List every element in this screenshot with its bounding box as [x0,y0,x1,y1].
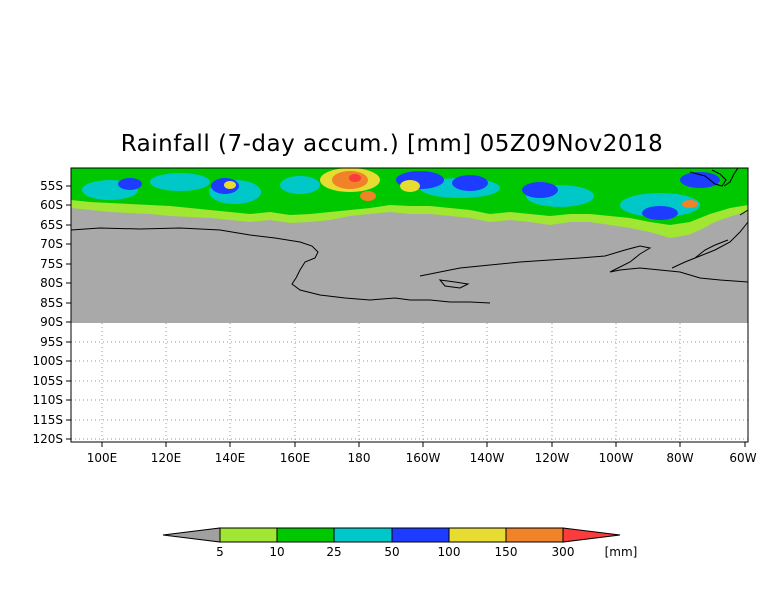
coastline [71,168,748,304]
colorbar-bin [505,527,564,543]
lat-label: 110S [32,393,63,407]
colorbar-right-arrow [562,527,621,543]
colorbar-left-arrow [162,527,221,543]
lat-label: 80S [40,276,63,290]
lon-label: 160W [406,451,441,465]
rainfall-field [71,168,748,238]
latitude-labels: 55S 60S 65S 70S 75S 80S 85S 90S 95S 100S… [32,179,63,446]
lon-label: 140W [470,451,505,465]
colorbar-bin [333,527,393,543]
latitude-ticks [66,185,71,440]
colorbar-label: 50 [384,545,399,559]
lon-label: 100E [87,451,118,465]
lon-label: 140E [215,451,246,465]
colorbar-label: 5 [216,545,224,559]
colorbar-label: 300 [552,545,575,559]
colorbar-bin [391,527,450,543]
lat-label: 100S [32,354,63,368]
map-title: Rainfall (7-day accum.) [mm] 05Z09Nov201… [120,131,664,157]
lat-label: 120S [32,432,63,446]
colorbar-label: 100 [438,545,461,559]
lon-label: 120E [151,451,182,465]
graticule [71,323,748,442]
colorbar-label: 10 [269,545,284,559]
lat-label: 55S [40,179,63,193]
lat-label: 75S [40,257,63,271]
colorbar-bin [276,527,335,543]
lat-label: 60S [40,198,63,212]
plot-frame [70,167,749,443]
lat-label: 115S [32,413,63,427]
colorbar-bin [448,527,507,543]
colorbar-labels: 5 10 25 50 100 150 300 [mm] [216,545,637,559]
longitude-ticks [101,442,746,447]
lat-label: 95S [40,335,63,349]
lon-label: 180 [348,451,371,465]
lat-label: 90S [40,315,63,329]
lat-label: 105S [32,374,63,388]
lat-label: 65S [40,218,63,232]
colorbar-label: 25 [326,545,341,559]
longitude-labels: 100E 120E 140E 160E 180 160W 140W 120W 1… [87,451,757,465]
colorbar-bin [219,527,278,543]
lon-label: 120W [535,451,570,465]
colorbar-unit: [mm] [605,545,638,559]
colorbar-label: 150 [495,545,518,559]
lon-label: 160E [280,451,311,465]
lon-label: 60W [729,451,756,465]
colorbar-legend [162,527,621,543]
lat-label: 70S [40,237,63,251]
lon-label: 100W [599,451,634,465]
lat-label: 85S [40,296,63,310]
lon-label: 80W [666,451,693,465]
